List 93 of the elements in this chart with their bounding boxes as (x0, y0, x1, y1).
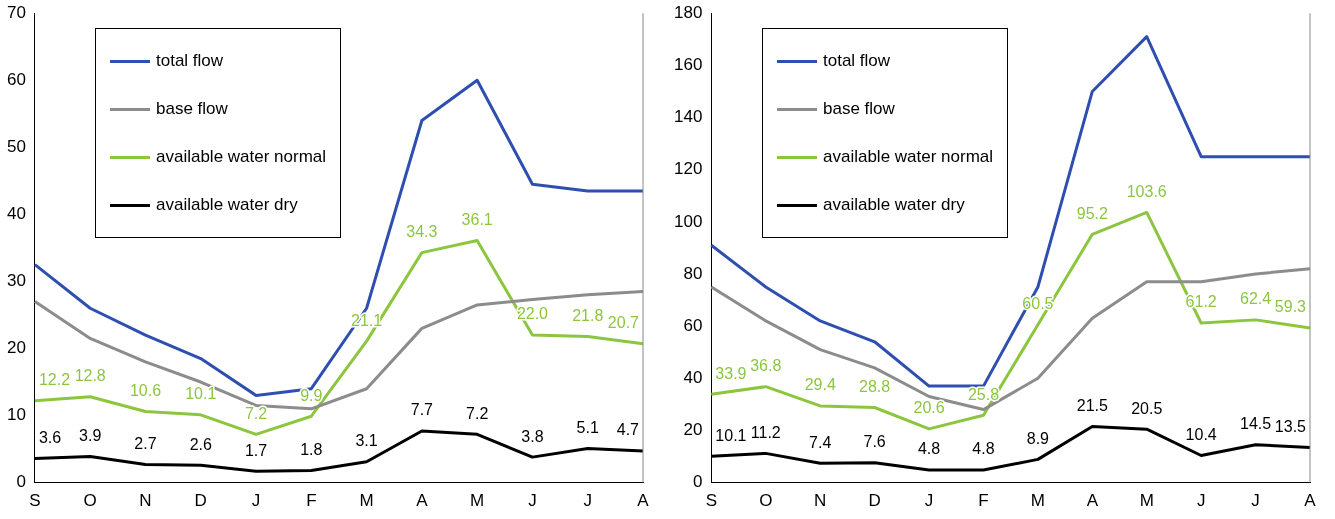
y-tick-label: 140 (673, 107, 703, 127)
x-tick-label: J (1196, 491, 1206, 511)
data-label: 7.2 (466, 404, 489, 422)
legend-label: available water dry (156, 195, 298, 215)
y-tick-label: 160 (673, 55, 703, 75)
x-tick-label: A (416, 491, 429, 511)
x-tick-label: D (194, 491, 207, 511)
data-label: 7.2 (244, 404, 268, 422)
data-label: 4.8 (917, 440, 941, 458)
data-label: 36.1 (461, 210, 493, 228)
y-tick-label: 70 (6, 2, 26, 22)
y-tick-label: 60 (6, 69, 26, 89)
x-tick-label: D (868, 491, 881, 511)
data-label: 2.6 (189, 435, 212, 453)
y-tick-label: 10 (6, 405, 26, 425)
data-label: 7.4 (809, 433, 832, 451)
legend-label: total flow (823, 51, 891, 71)
x-tick-label: S (29, 491, 41, 511)
legend-label: base flow (156, 99, 228, 119)
x-tick-label: J (924, 491, 934, 511)
data-label: 4.8 (972, 440, 995, 458)
x-tick-label: M (470, 491, 485, 511)
data-label: 1.7 (244, 441, 268, 459)
data-label: 28.8 (859, 377, 891, 395)
data-label: 103.6 (1126, 182, 1167, 200)
x-tick-label: M (1030, 491, 1045, 511)
data-label: 13.5 (1274, 417, 1307, 435)
data-label: 2.7 (134, 434, 157, 452)
data-label: 11.2 (750, 423, 781, 441)
data-label: 3.8 (521, 427, 544, 445)
data-label: 20.7 (607, 314, 640, 332)
y-tick-label: 40 (6, 204, 26, 224)
data-label: 7.7 (410, 401, 434, 419)
legend-label: base flow (823, 99, 895, 119)
y-tick-label: 30 (6, 271, 26, 291)
x-tick-label: S (705, 491, 718, 511)
legend-label: total flow (156, 51, 224, 71)
x-tick-label: A (1304, 491, 1317, 511)
data-label: 7.6 (863, 433, 886, 451)
data-label: 95.2 (1076, 204, 1108, 222)
data-label: 9.9 (300, 386, 323, 404)
legend-label: available water normal (156, 147, 327, 167)
x-tick-label: M (1139, 491, 1154, 511)
data-label: 59.3 (1274, 298, 1307, 316)
data-label: 14.5 (1240, 415, 1272, 433)
x-tick-label: J (528, 491, 537, 511)
x-tick-label: A (1086, 491, 1099, 511)
data-label: 20.6 (913, 399, 945, 417)
x-tick-label: J (583, 491, 592, 511)
data-label: 33.9 (715, 364, 747, 382)
data-label: 4.7 (616, 421, 640, 439)
data-label: 12.2 (38, 371, 71, 389)
data-label: 3.1 (355, 432, 378, 450)
data-label: 1.8 (300, 440, 323, 458)
data-label: 10.1 (185, 385, 217, 403)
x-tick-label: J (1251, 491, 1260, 511)
legend-label: available water normal (823, 147, 994, 167)
data-label: 20.5 (1131, 399, 1163, 417)
y-tick-label: 0 (692, 472, 703, 492)
data-label: 10.1 (715, 426, 747, 444)
y-tick-label: 40 (683, 367, 703, 387)
x-tick-label: A (637, 491, 650, 511)
data-label: 29.4 (804, 376, 836, 394)
y-tick-label: 0 (16, 472, 26, 492)
data-label: 10.4 (1185, 425, 1217, 443)
data-label: 21.5 (1076, 396, 1108, 414)
data-label: 21.8 (572, 306, 604, 324)
data-label: 34.3 (406, 223, 438, 240)
data-label: 36.8 (750, 357, 782, 375)
y-tick-label: 120 (673, 159, 703, 179)
x-tick-label: N (139, 491, 152, 511)
x-tick-label: F (978, 491, 989, 511)
data-label: 10.6 (129, 381, 162, 399)
x-tick-label: J (251, 491, 261, 511)
x-tick-label: M (359, 491, 374, 511)
y-tick-label: 100 (673, 211, 703, 231)
data-label: 5.1 (576, 418, 599, 436)
y-tick-label: 50 (6, 137, 26, 156)
data-label: 3.9 (79, 426, 102, 444)
data-label: 12.8 (74, 367, 106, 385)
x-tick-label: F (306, 491, 317, 511)
y-tick-label: 80 (683, 263, 703, 283)
y-tick-label: 60 (683, 315, 703, 335)
legend-label: available water dry (823, 195, 965, 215)
y-tick-label: 20 (6, 338, 26, 358)
x-tick-label: O (759, 491, 773, 511)
y-tick-label: 20 (683, 420, 703, 440)
data-label: 8.9 (1026, 429, 1050, 447)
data-label: 3.6 (38, 428, 62, 446)
data-label: 62.4 (1240, 290, 1272, 308)
y-tick-label: 180 (673, 2, 703, 22)
x-tick-label: N (814, 491, 827, 511)
x-tick-label: O (83, 491, 97, 511)
